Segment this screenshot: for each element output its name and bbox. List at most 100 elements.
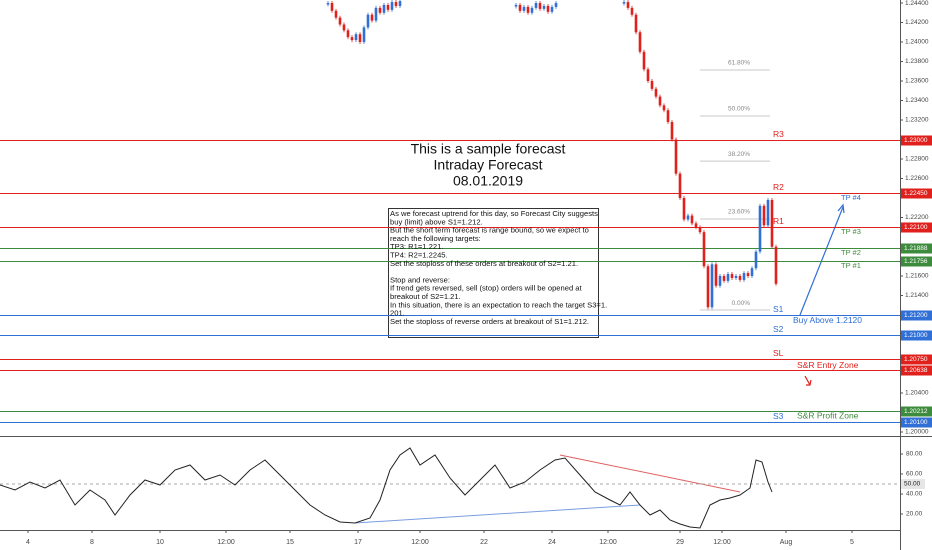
candle-body <box>706 266 710 308</box>
level-name: S2 <box>773 324 784 334</box>
candle-body <box>686 215 690 220</box>
entry-arrow <box>804 375 812 386</box>
level-badge <box>901 365 932 376</box>
y-tick-label: 1.20400 <box>905 390 929 397</box>
level-badge <box>901 135 932 146</box>
x-tick-label: 12:00 <box>713 539 731 546</box>
candle-body <box>730 274 734 278</box>
candle-body <box>530 7 534 13</box>
candle-body <box>522 6 526 11</box>
note-line: 201. <box>390 309 405 318</box>
candle-body <box>398 1 402 6</box>
candle-body <box>714 264 718 286</box>
x-tick-label: 5 <box>850 539 854 546</box>
level-label: 1.20638 <box>904 367 928 374</box>
rsi-tick-label: 80.00 <box>906 451 923 458</box>
level-badge <box>901 243 932 254</box>
candle-body <box>710 264 714 308</box>
candle-body <box>654 88 658 97</box>
y-tick-label: 1.24400 <box>905 0 929 7</box>
y-tick-label: 1.23200 <box>905 117 929 124</box>
note-line: TP3: R1=1.221. <box>390 242 443 251</box>
level-badge <box>901 354 932 365</box>
level-label: 1.21000 <box>904 332 928 339</box>
note-line: reach the following targets: <box>390 234 481 243</box>
level-label: 1.23000 <box>904 137 928 144</box>
candle-body <box>770 199 774 247</box>
candle-body <box>542 5 546 9</box>
level-label: 1.20750 <box>904 356 928 363</box>
candle-body <box>734 276 738 278</box>
rsi-tick-label: 20.00 <box>906 511 923 518</box>
x-tick-label: 17 <box>354 539 362 546</box>
x-tick-label: 22 <box>480 539 488 546</box>
level-name: S1 <box>773 304 784 314</box>
candle-body <box>362 27 366 43</box>
candle-body <box>678 173 682 199</box>
target-label: TP #2 <box>841 248 861 257</box>
candle-body <box>650 81 654 89</box>
note-line: Set the stoploss of these orders at brea… <box>390 259 578 268</box>
candle-body <box>742 273 746 280</box>
candle-body <box>746 273 750 277</box>
candle-body <box>514 4 518 7</box>
y-tick-label: 1.24000 <box>905 39 929 46</box>
candle-body <box>538 3 542 9</box>
candle-body <box>738 276 742 280</box>
arrow-head <box>837 203 845 214</box>
level-label: 1.20100 <box>904 419 928 426</box>
x-tick-label: Aug <box>780 539 793 546</box>
candle-body <box>386 4 390 10</box>
y-tick-label: 1.22200 <box>905 214 929 221</box>
x-tick-label: 4 <box>26 539 30 546</box>
fib-label: 38.20% <box>728 151 750 158</box>
rsi-tick-label: 60.00 <box>906 471 923 478</box>
level-label: 1.21200 <box>904 312 928 319</box>
target-label: TP #4 <box>841 193 861 202</box>
zone-label: Buy Above 1.2120 <box>793 315 862 325</box>
candle-body <box>694 223 698 228</box>
chart-title: 08.01.2019 <box>453 173 523 189</box>
level-label: 1.21756 <box>904 258 928 265</box>
note-line: buy (limit) above S1=1.212. <box>390 217 483 226</box>
level-label: 1.20212 <box>904 408 928 415</box>
candle-body <box>774 246 778 284</box>
zone-label: S&R Entry Zone <box>797 360 859 370</box>
y-tick-label: 1.23600 <box>905 78 929 85</box>
candle-body <box>646 69 650 82</box>
level-name: R3 <box>773 129 784 139</box>
candle-body <box>366 14 370 28</box>
candle-body <box>330 3 334 11</box>
note-line: TP4: R2=1.2245. <box>390 251 448 260</box>
rsi-trend-line <box>559 454 741 493</box>
y-tick-label: 1.24200 <box>905 19 929 26</box>
candle-body <box>342 24 346 31</box>
y-tick-label: 1.23400 <box>905 97 929 104</box>
candle-body <box>346 30 350 38</box>
rsi-tick-label: 40.00 <box>906 491 923 498</box>
level-label: 1.22100 <box>904 224 928 231</box>
rsi-line <box>0 447 773 529</box>
y-tick-label: 1.21600 <box>905 273 929 280</box>
x-tick-label: 8 <box>90 539 94 546</box>
rsi-mid-label: 50.00 <box>904 481 921 488</box>
x-tick-label: 29 <box>676 539 684 546</box>
level-name: R2 <box>773 182 784 192</box>
y-tick-label: 1.20000 <box>905 429 929 436</box>
candle-body <box>754 251 758 269</box>
candle-body <box>550 6 554 12</box>
candle-body <box>358 34 362 43</box>
note-line: As we forecast uptrend for this day, so … <box>390 209 598 218</box>
candle-body <box>638 32 642 52</box>
target-label: TP #3 <box>841 227 861 236</box>
x-tick-label: 12:00 <box>599 539 617 546</box>
candle-body <box>350 37 354 41</box>
candle-body <box>690 215 694 224</box>
y-tick-label: 1.23800 <box>905 58 929 65</box>
candle-body <box>762 205 766 226</box>
chart-title: Intraday Forecast <box>434 157 543 173</box>
candle-body <box>750 268 754 277</box>
candle-body <box>634 14 638 33</box>
